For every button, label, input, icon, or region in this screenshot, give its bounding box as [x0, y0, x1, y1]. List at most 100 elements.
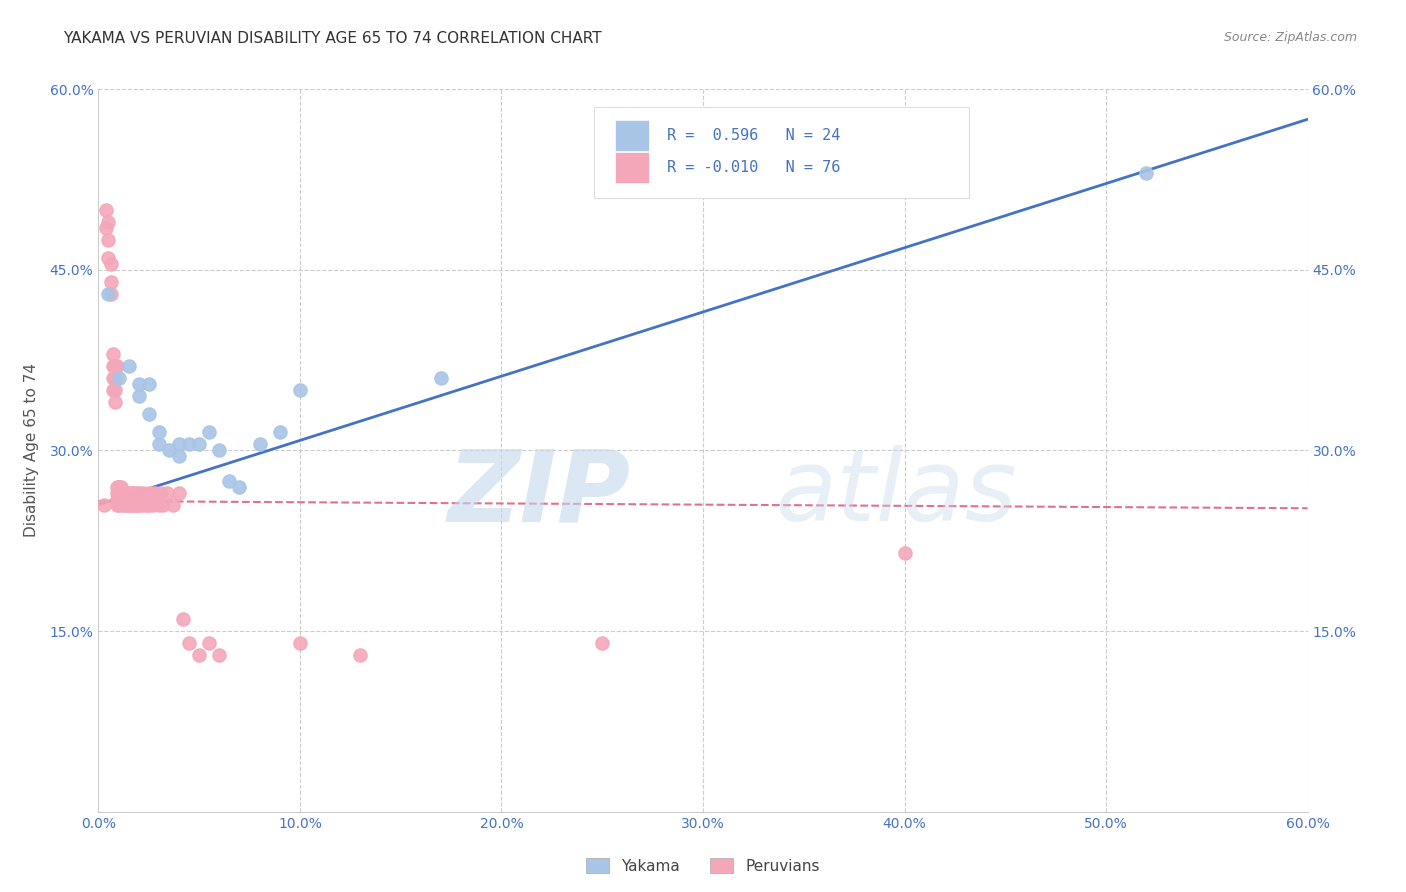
Point: [198, 636, 221, 650]
Point: [111, 491, 134, 506]
Point: [97, 233, 120, 247]
Point: [152, 498, 174, 512]
Point: [105, 359, 128, 373]
Point: [118, 485, 141, 500]
Text: R = -0.010   N = 76: R = -0.010 N = 76: [666, 160, 841, 175]
Point: [349, 648, 371, 662]
Point: [128, 377, 150, 392]
Point: [208, 443, 231, 458]
Point: [132, 498, 155, 512]
Point: [128, 485, 150, 500]
Point: [97, 251, 120, 265]
Point: [100, 257, 122, 271]
Point: [107, 498, 129, 512]
Text: R =  0.596   N = 24: R = 0.596 N = 24: [666, 128, 841, 143]
Point: [93, 498, 115, 512]
Point: [124, 485, 146, 500]
Point: [118, 359, 141, 373]
Point: [288, 384, 311, 398]
Point: [118, 491, 141, 506]
Text: Source: ZipAtlas.com: Source: ZipAtlas.com: [1223, 31, 1357, 45]
Text: atlas: atlas: [776, 445, 1017, 542]
Point: [101, 359, 124, 373]
Point: [105, 485, 128, 500]
Point: [124, 498, 146, 512]
FancyBboxPatch shape: [614, 152, 648, 183]
Point: [156, 485, 179, 500]
Point: [138, 407, 160, 421]
Point: [188, 437, 211, 451]
Point: [120, 498, 142, 512]
Point: [249, 437, 271, 451]
Point: [148, 437, 170, 451]
Point: [430, 371, 453, 385]
Point: [288, 636, 311, 650]
Point: [115, 485, 138, 500]
Point: [111, 498, 134, 512]
Point: [110, 491, 132, 506]
Point: [591, 636, 613, 650]
Point: [179, 636, 201, 650]
Legend: Yakama, Peruvians: Yakama, Peruvians: [579, 852, 827, 880]
Point: [157, 443, 180, 458]
FancyBboxPatch shape: [614, 120, 648, 151]
Point: [120, 491, 142, 506]
Point: [167, 450, 190, 464]
Point: [269, 425, 291, 440]
Point: [96, 220, 118, 235]
Point: [107, 491, 129, 506]
Point: [125, 498, 148, 512]
Point: [125, 485, 148, 500]
Point: [103, 359, 125, 373]
Point: [114, 498, 136, 512]
Point: [172, 612, 194, 626]
Point: [110, 480, 132, 494]
Point: [179, 437, 201, 451]
Point: [218, 474, 240, 488]
Point: [167, 485, 190, 500]
Point: [100, 275, 122, 289]
Point: [105, 491, 128, 506]
Point: [135, 498, 157, 512]
Point: [132, 485, 155, 500]
Point: [228, 480, 250, 494]
Point: [105, 480, 128, 494]
FancyBboxPatch shape: [595, 107, 969, 198]
Point: [110, 485, 132, 500]
Text: ZIP: ZIP: [447, 445, 630, 542]
Point: [107, 480, 129, 494]
Point: [111, 485, 134, 500]
Point: [118, 498, 141, 512]
Point: [96, 202, 118, 217]
Point: [97, 286, 120, 301]
Point: [149, 485, 172, 500]
Point: [101, 384, 124, 398]
Point: [114, 485, 136, 500]
Point: [142, 498, 165, 512]
Point: [107, 371, 129, 385]
Point: [167, 437, 190, 451]
Point: [138, 498, 160, 512]
Point: [107, 480, 129, 494]
Point: [138, 377, 160, 392]
Point: [120, 485, 142, 500]
Point: [115, 491, 138, 506]
Y-axis label: Disability Age 65 to 74: Disability Age 65 to 74: [24, 363, 38, 538]
Point: [208, 648, 231, 662]
Point: [198, 425, 221, 440]
Point: [105, 498, 128, 512]
Point: [1135, 166, 1157, 180]
Point: [188, 648, 211, 662]
Point: [139, 485, 162, 500]
Point: [114, 491, 136, 506]
Point: [121, 498, 143, 512]
Point: [115, 498, 138, 512]
Point: [148, 425, 170, 440]
Point: [103, 371, 125, 385]
Point: [101, 371, 124, 385]
Point: [148, 498, 170, 512]
Text: YAKAMA VS PERUVIAN DISABILITY AGE 65 TO 74 CORRELATION CHART: YAKAMA VS PERUVIAN DISABILITY AGE 65 TO …: [63, 31, 602, 46]
Point: [97, 214, 120, 228]
Point: [128, 389, 150, 403]
Point: [138, 485, 160, 500]
